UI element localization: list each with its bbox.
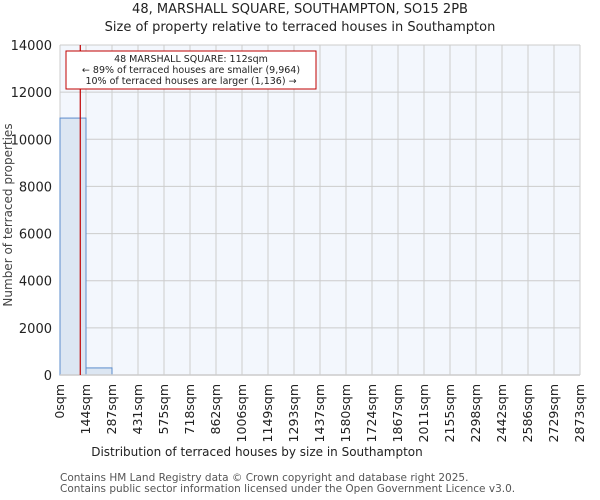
y-tick-label: 4000 (19, 275, 52, 290)
x-tick-label: 2586sqm (520, 384, 535, 442)
x-tick-label: 2873sqm (572, 384, 587, 442)
annotation-box: 48 MARSHALL SQUARE: 112sqm ← 89% of terr… (65, 50, 317, 90)
x-tick-label: 1006sqm (234, 384, 249, 442)
y-axis-label: Number of terraced properties (1, 123, 15, 306)
x-tick-label: 2729sqm (546, 384, 561, 442)
x-tick-label: 2442sqm (494, 384, 509, 442)
x-tick-label: 1437sqm (312, 384, 327, 442)
y-tick-label: 2000 (19, 322, 52, 337)
x-tick-label: 1293sqm (286, 384, 301, 442)
x-tick-label: 1724sqm (364, 384, 379, 442)
y-tick-label: 6000 (19, 228, 52, 243)
y-tick-label: 0 (44, 369, 52, 384)
x-tick-label: 2155sqm (442, 384, 457, 442)
x-tick-label: 862sqm (208, 384, 223, 434)
x-tick-label: 287sqm (104, 384, 119, 434)
histogram-bars (59, 117, 113, 376)
y-tick-label: 14000 (11, 39, 52, 54)
x-tick-label: 1580sqm (338, 384, 353, 442)
x-tick-label: 144sqm (78, 384, 93, 434)
chart-title: 48, MARSHALL SQUARE, SOUTHAMPTON, SO15 2… (132, 2, 468, 17)
footer-copyright: Contains HM Land Registry data © Crown c… (60, 472, 469, 484)
x-tick-label: 2298sqm (468, 384, 483, 442)
x-tick-label: 1867sqm (390, 384, 405, 442)
grid-lines (59, 44, 581, 376)
y-tick-label: 10000 (11, 133, 52, 148)
histogram-bar (59, 117, 87, 376)
footer-licence: Contains public sector information licen… (60, 483, 516, 495)
y-axis-ticks: 0 2000 4000 6000 8000 10000 12000 14000 (11, 39, 52, 384)
x-tick-label: 431sqm (130, 384, 145, 434)
x-axis-label: Distribution of terraced houses by size … (91, 445, 423, 459)
histogram-bar (85, 367, 113, 376)
x-tick-label: 2011sqm (416, 384, 431, 442)
annotation-line-3: 10% of terraced houses are larger (1,136… (85, 76, 296, 87)
annotation-line-1: 48 MARSHALL SQUARE: 112sqm (114, 54, 268, 65)
x-tick-label: 718sqm (182, 384, 197, 434)
x-tick-label: 575sqm (156, 384, 171, 434)
y-tick-label: 12000 (11, 86, 52, 101)
x-tick-label: 1149sqm (260, 384, 275, 442)
x-tick-label: 0sqm (52, 384, 67, 419)
chart-subtitle: Size of property relative to terraced ho… (104, 20, 496, 35)
histogram-chart: 0 2000 4000 6000 8000 10000 12000 14000 0sqm 144… (1, 39, 587, 459)
x-axis-ticks: 0sqm 144sqm 287sqm 431sqm 575sqm 718sqm 862sqm… (52, 384, 587, 442)
y-tick-label: 8000 (19, 180, 52, 195)
annotation-line-2: ← 89% of terraced houses are smaller (9,… (82, 65, 300, 76)
